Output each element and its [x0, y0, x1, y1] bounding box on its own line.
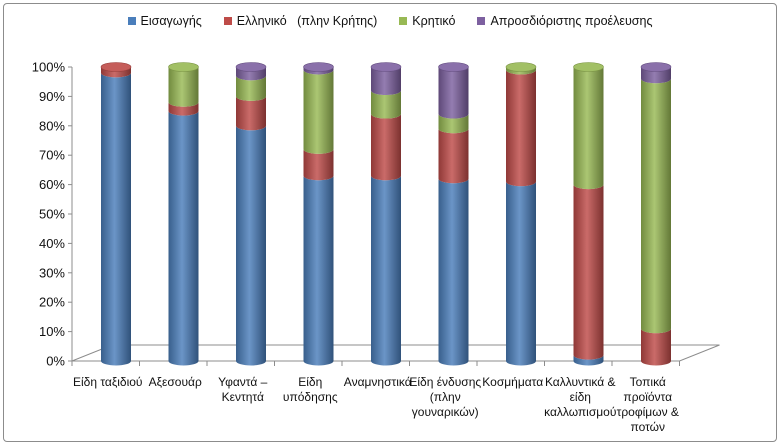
x-tick-label: Είδη — [298, 375, 322, 389]
x-tick-label: είδη — [570, 390, 591, 404]
bar-segment — [371, 67, 401, 96]
chart-legend: Εισαγωγής Ελληνικό (πλην Κρήτης) Κρητικό Απ… — [0, 10, 780, 32]
bar-segment — [573, 355, 604, 366]
bar-segment — [438, 128, 469, 184]
y-tick-label: 40% — [39, 236, 65, 251]
bar-segment — [641, 78, 671, 334]
x-tick-label: Καλλυντικά & — [545, 375, 616, 389]
bar-segment — [573, 67, 604, 190]
y-tick-label: 30% — [39, 265, 65, 280]
bar-segment — [506, 67, 536, 75]
x-tick-label: υπόδησης — [283, 390, 338, 404]
legend-swatch — [477, 17, 486, 25]
bar-segment — [168, 67, 199, 107]
bar-cap — [235, 62, 267, 72]
bar-cap — [505, 62, 537, 72]
x-tick-label: Υφαντά – — [218, 375, 267, 389]
x-tick-label: Κοσμήματα — [482, 375, 543, 389]
legend-label: Ελληνικό (πλην Κρήτης) — [236, 14, 378, 28]
legend-item: Ελληνικό (πλην Κρήτης) — [223, 10, 378, 32]
bar-segment — [101, 72, 131, 366]
y-tick-label: 0% — [46, 354, 65, 369]
bar-cap — [370, 62, 402, 72]
x-tick-label: προϊόντα — [623, 390, 672, 404]
legend-swatch — [223, 17, 232, 25]
x-tick-label: ποτών — [630, 420, 665, 434]
legend-swatch — [399, 17, 408, 25]
bar-segment — [371, 114, 401, 181]
x-tick-label: (πλην — [430, 390, 461, 404]
bar-segment — [506, 69, 536, 187]
bar-segment — [371, 90, 401, 119]
legend-label: Κρητικό — [412, 14, 456, 28]
bar-segment — [303, 69, 334, 154]
bar-segment — [236, 96, 266, 131]
legend-swatch — [127, 17, 136, 25]
x-tick-label: Κεντητά — [222, 390, 264, 404]
y-tick-label: 90% — [39, 89, 65, 104]
x-tick-label: καλλωπισμού — [544, 405, 616, 419]
bar-segment — [101, 67, 131, 78]
bar-segment — [236, 125, 266, 366]
bar-segment — [303, 149, 334, 181]
bar-cap — [640, 62, 672, 72]
bar-segment — [573, 184, 604, 360]
x-tick-label: τροφίμων & — [617, 405, 679, 419]
bar-segment — [371, 175, 401, 366]
y-tick-label: 100% — [32, 60, 66, 75]
bar-cap — [303, 62, 334, 72]
bar-segment — [303, 67, 334, 75]
x-tick-label: Αναμνηστικά — [344, 375, 412, 389]
y-tick-label: 70% — [39, 148, 65, 163]
x-tick-label: γουναρικών) — [412, 405, 479, 419]
bar-segment — [506, 181, 536, 366]
bar-segment — [438, 67, 469, 119]
bar-segment — [438, 114, 469, 134]
x-tick-label: Είδη ταξιδιού — [73, 375, 143, 389]
bar-cap — [438, 62, 469, 72]
bar-segment — [236, 75, 266, 101]
bar-segment — [236, 67, 266, 81]
bar-segment — [303, 175, 334, 366]
y-tick-label: 80% — [39, 118, 65, 133]
y-tick-label: 10% — [39, 324, 65, 339]
legend-item: Κρητικό — [399, 10, 455, 32]
bar-cap — [100, 62, 132, 72]
legend-label: Απροσδιόριστης προέλευσης — [490, 14, 653, 28]
bar-cap — [168, 62, 199, 72]
bar-segment — [438, 178, 469, 366]
y-tick-label: 60% — [39, 177, 65, 192]
bar-segment — [168, 102, 199, 116]
bar-segment — [168, 111, 199, 366]
y-tick-label: 20% — [39, 295, 65, 310]
x-tick-label: Αξεσουάρ — [149, 375, 202, 389]
legend-item: Εισαγωγής — [127, 10, 202, 32]
x-tick-label: Είδη ένδυσης — [409, 375, 481, 389]
legend-item: Απροσδιόριστης προέλευσης — [477, 10, 652, 32]
x-tick-label: Τοπικά — [630, 375, 666, 389]
legend-label: Εισαγωγής — [140, 14, 202, 28]
bar-segment — [641, 328, 671, 366]
bar-cap — [573, 62, 604, 72]
y-tick-label: 50% — [39, 207, 65, 222]
